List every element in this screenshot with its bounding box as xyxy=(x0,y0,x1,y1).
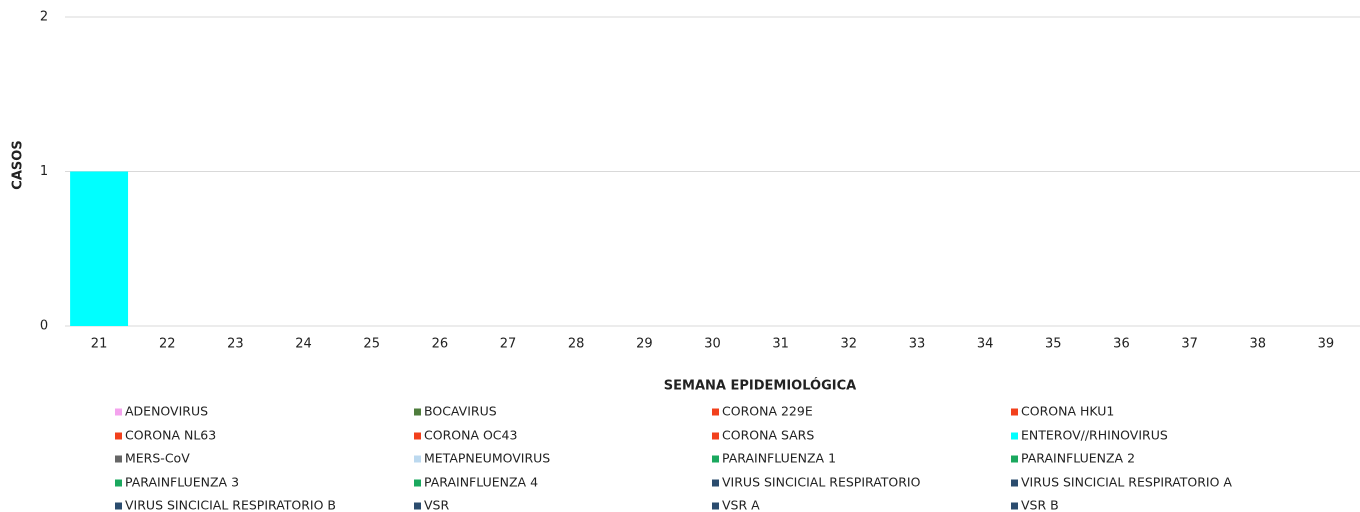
x-tick-label: 30 xyxy=(704,337,721,352)
legend-swatch xyxy=(1011,408,1018,416)
legend-swatch xyxy=(1011,432,1018,440)
y-axis-title: CASOS xyxy=(11,140,26,189)
legend-label: VSR A xyxy=(722,498,760,512)
legend-swatch xyxy=(1011,479,1018,487)
legend-label: MERS-CoV xyxy=(125,451,190,466)
x-tick-label: 33 xyxy=(909,337,926,352)
x-tick-label: 37 xyxy=(1181,337,1198,352)
x-tick-label: 29 xyxy=(636,337,653,352)
x-tick-label: 28 xyxy=(568,337,585,352)
y-tick-label: 0 xyxy=(40,319,48,334)
legend-label: PARAINFLUENZA 3 xyxy=(125,475,239,490)
legend-label: VIRUS SINCICIAL RESPIRATORIO A xyxy=(1021,475,1232,490)
legend-swatch xyxy=(414,479,421,487)
legend-swatch xyxy=(414,432,421,440)
x-tick-label: 22 xyxy=(159,337,176,352)
bar-segment xyxy=(70,171,129,326)
legend-swatch xyxy=(712,455,719,463)
y-tick-label: 2 xyxy=(40,10,48,25)
legend-label: ENTEROV//RHINOVIRUS xyxy=(1021,428,1168,443)
legend-swatch xyxy=(1011,455,1018,463)
x-tick-label: 23 xyxy=(227,337,244,352)
x-tick-label: 21 xyxy=(91,337,108,352)
y-tick-label: 1 xyxy=(40,164,48,179)
legend-label: METAPNEUMOVIRUS xyxy=(424,451,550,466)
legend-label: CORONA OC43 xyxy=(424,428,517,443)
legend-swatch xyxy=(115,502,122,510)
legend-swatch xyxy=(115,432,122,440)
x-tick-label: 39 xyxy=(1318,337,1335,352)
legend-label: CORONA HKU1 xyxy=(1021,404,1114,419)
x-tick-label: 26 xyxy=(432,337,449,352)
legend-swatch xyxy=(115,408,122,416)
legend-label: PARAINFLUENZA 1 xyxy=(722,451,836,466)
legend-label: PARAINFLUENZA 4 xyxy=(424,475,538,490)
legend-label: VIRUS SINCICIAL RESPIRATORIO B xyxy=(125,498,336,512)
legend-swatch xyxy=(414,502,421,510)
legend-label: CORONA SARS xyxy=(722,428,814,443)
legend-label: CORONA 229E xyxy=(722,404,813,419)
legend-label: ADENOVIRUS xyxy=(125,404,208,419)
x-tick-label: 32 xyxy=(841,337,858,352)
x-tick-label: 34 xyxy=(977,337,994,352)
legend-label: VSR xyxy=(424,498,449,512)
x-axis-title: SEMANA EPIDEMIOLÓGICA xyxy=(664,378,856,394)
legend-swatch xyxy=(115,479,122,487)
legend-label: PARAINFLUENZA 2 xyxy=(1021,451,1135,466)
x-tick-label: 27 xyxy=(500,337,517,352)
x-tick-label: 36 xyxy=(1113,337,1130,352)
legend-swatch xyxy=(414,408,421,416)
legend-swatch xyxy=(712,432,719,440)
legend-swatch xyxy=(1011,502,1018,510)
legend-swatch xyxy=(712,502,719,510)
legend-swatch xyxy=(115,455,122,463)
legend-swatch xyxy=(712,479,719,487)
legend-label: BOCAVIRUS xyxy=(424,404,497,419)
legend-label: VIRUS SINCICIAL RESPIRATORIO xyxy=(722,475,921,490)
x-tick-label: 24 xyxy=(295,337,312,352)
x-tick-label: 31 xyxy=(772,337,789,352)
legend-swatch xyxy=(712,408,719,416)
x-tick-label: 25 xyxy=(363,337,380,352)
x-tick-label: 38 xyxy=(1249,337,1266,352)
legend-swatch xyxy=(414,455,421,463)
legend-label: CORONA NL63 xyxy=(125,428,216,443)
x-tick-label: 35 xyxy=(1045,337,1062,352)
legend-label: VSR B xyxy=(1021,498,1059,512)
